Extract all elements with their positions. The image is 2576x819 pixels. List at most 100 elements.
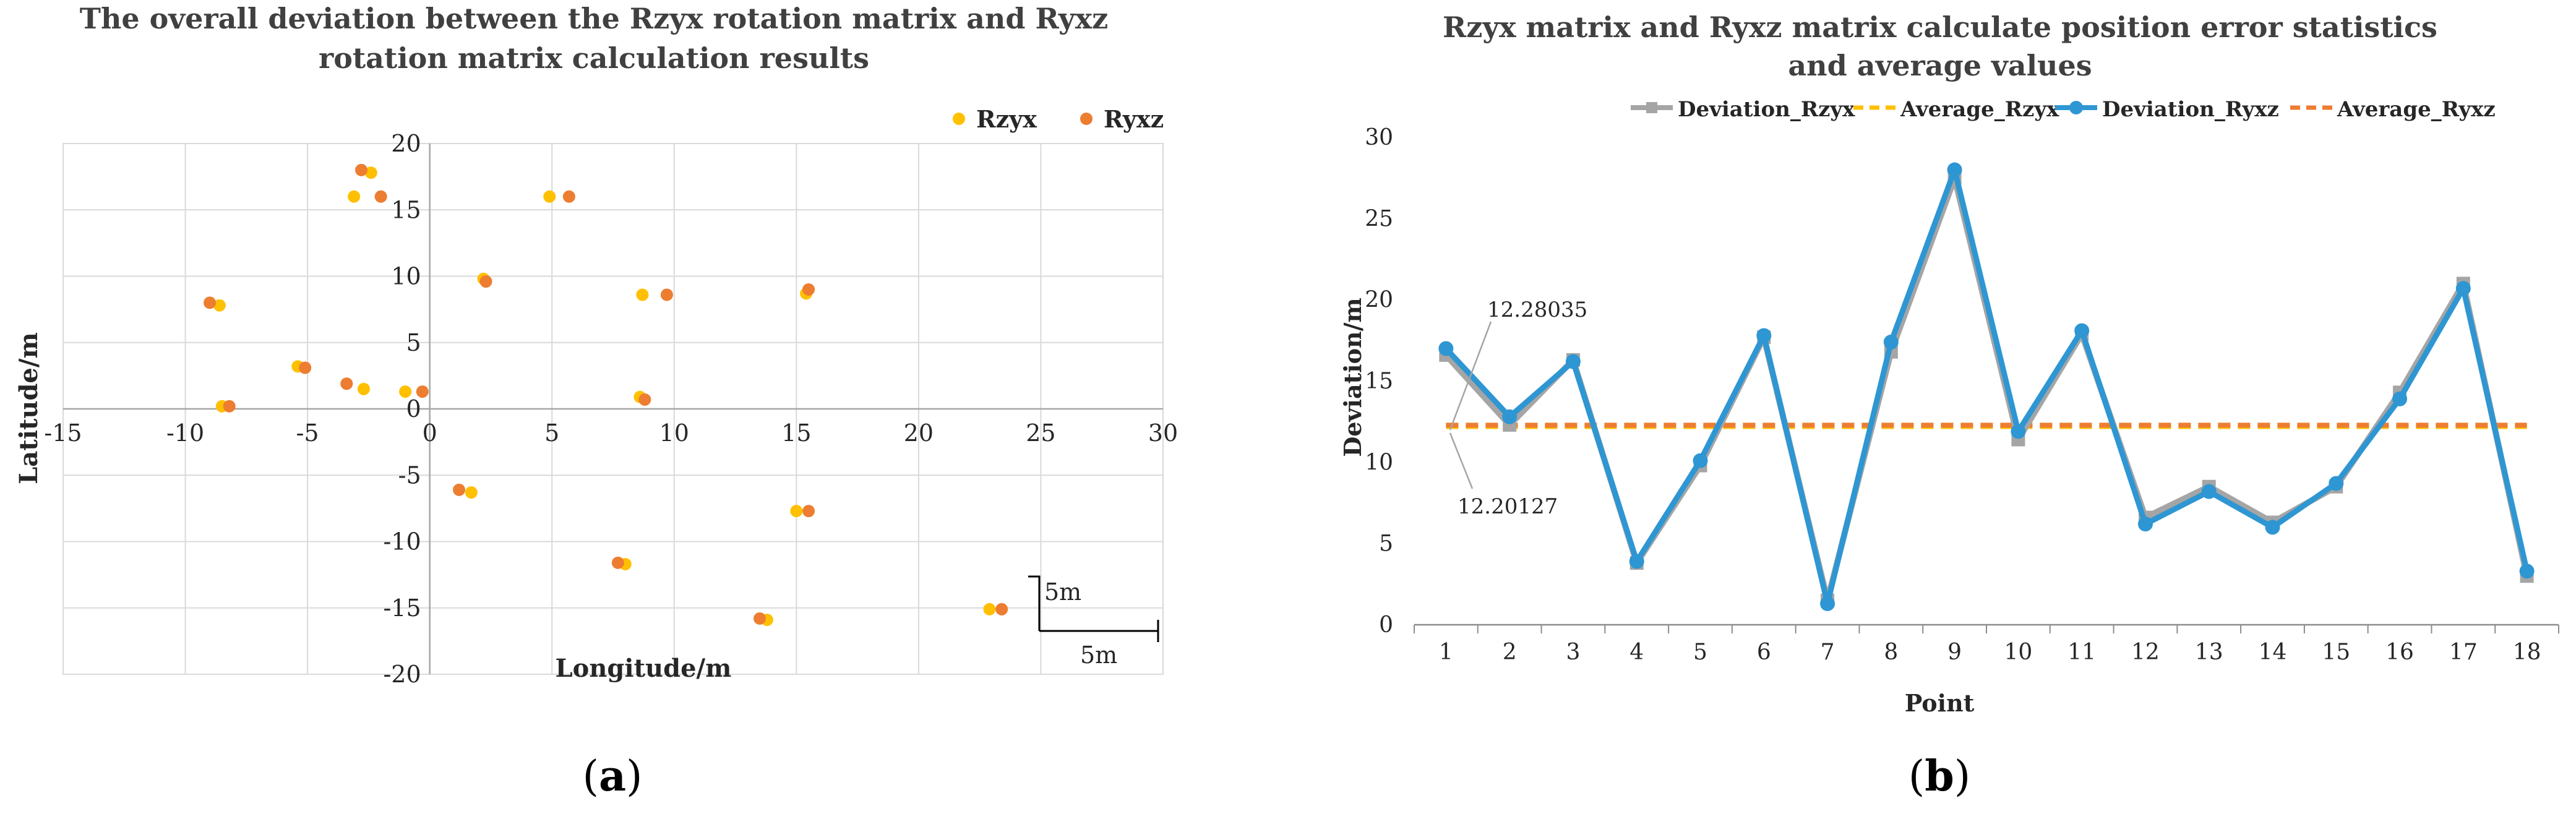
chart-b-axes [1414,624,2559,633]
scatter-point-ryxz [204,296,217,309]
legend-marker-rzyx [953,113,965,125]
scatter-point-rzyx [364,166,377,179]
point-marker-deviation-ryxz [2329,476,2344,491]
x-tick-label: 13 [2195,640,2223,665]
point-marker-deviation-ryxz [1947,162,1962,178]
y-tick-label: 5 [406,329,421,356]
x-tick-label: 2 [1503,640,1517,665]
scatter-point-rzyx [399,385,412,398]
y-tick-label: -5 [398,461,421,489]
y-tick-label: 0 [1379,612,1393,638]
scale-bar-horizontal [1039,620,1159,642]
scatter-point-ryxz [299,361,312,374]
x-tick-label: 11 [2067,640,2096,665]
chart-a-axes [63,144,1163,674]
annotation-leader-bottom [1449,432,1474,489]
legend-label-average-rzyx: Average_Rzyx [1900,97,2059,122]
point-marker-deviation-ryxz [1438,341,1454,356]
scatter-point-rzyx [983,602,996,615]
y-tick-label: 15 [1365,369,1393,394]
x-tick-label: 20 [904,419,934,447]
x-tick-label: 10 [2004,640,2032,665]
chart-a-points [204,163,1008,627]
point-marker-deviation-ryxz [2074,323,2090,338]
x-tick-label: 0 [423,419,437,447]
legend-label-rzyx: Rzyx [976,105,1037,133]
x-tick-label: 30 [1148,419,1178,447]
scatter-point-ryxz [479,275,492,288]
x-tick-label: -5 [296,419,319,447]
y-tick-label: 5 [1379,531,1393,557]
legend-label-deviation-ryxz: Deviation_Ryxz [2102,97,2279,122]
y-tick-label: -10 [383,528,421,555]
y-tick-label: 30 [1365,125,1393,150]
legend-marker-deviation-rzyx [1646,102,1657,113]
scatter-point-ryxz [753,612,766,625]
chart-b-title-line-1: Rzyx matrix and Ryxz matrix calculate po… [1443,11,2437,44]
chart-b-series [1438,162,2535,611]
x-tick-label: 15 [781,419,811,447]
annotation-average-ryxz: 12.28035 [1487,298,1587,322]
scatter-point-rzyx [357,382,370,395]
point-marker-deviation-ryxz [2455,281,2471,296]
scatter-point-ryxz [416,385,429,398]
x-tick-label: 12 [2131,640,2160,665]
scatter-point-ryxz [802,283,815,296]
scatter-point-ryxz [355,163,368,176]
annotation-average-rzyx: 12.20127 [1458,494,1558,519]
x-tick-label: 4 [1629,640,1644,665]
scatter-point-ryxz [802,505,815,518]
scatter-point-rzyx [790,505,803,518]
scale-bar-vertical [1028,575,1041,631]
y-tick-label: 15 [391,196,421,223]
panel-a-caption: (a) [582,752,642,801]
point-marker-deviation-ryxz [1820,596,1835,611]
point-marker-deviation-ryxz [2137,517,2153,532]
x-tick-label: 14 [2259,640,2287,665]
annotation-leader-top [1449,321,1492,431]
scatter-chart-panel: The overall deviation between the Rzyx r… [14,2,1178,801]
point-marker-deviation-ryxz [1565,354,1581,369]
chart-b-x-axis-label: Point [1905,689,1975,717]
x-tick-label: 5 [544,419,559,447]
point-marker-deviation-ryxz [2392,391,2408,406]
x-tick-label: 3 [1566,640,1580,665]
x-tick-label: 10 [659,419,689,447]
scatter-point-ryxz [611,556,624,569]
scale-bar-vertical-label: 5m [1044,578,1081,606]
x-tick-label: -10 [166,419,204,447]
x-tick-label: 18 [2513,640,2541,665]
scatter-point-rzyx [213,299,226,312]
y-tick-label: 10 [1365,450,1393,475]
scatter-point-rzyx [348,190,361,203]
scatter-point-ryxz [660,288,673,301]
x-tick-label: 8 [1884,640,1898,665]
legend-label-ryxz: Ryxz [1104,105,1164,133]
y-tick-label: -15 [383,594,421,622]
point-marker-deviation-ryxz [2201,484,2217,499]
point-marker-deviation-ryxz [2265,520,2280,535]
point-marker-deviation-ryxz [1756,328,1772,343]
x-tick-label: 25 [1026,419,1055,447]
x-tick-label: 5 [1693,640,1707,665]
point-marker-deviation-ryxz [2519,564,2535,579]
scatter-point-rzyx [465,486,478,499]
scatter-point-rzyx [543,190,556,203]
scatter-point-ryxz [374,190,387,203]
y-tick-label: 20 [1365,288,1393,313]
y-tick-label: -20 [383,661,421,688]
chart-a-title-line-1: The overall deviation between the Rzyx r… [80,2,1109,35]
x-tick-label: 17 [2449,640,2478,665]
point-marker-deviation-ryxz [2011,424,2026,439]
series-line-deviation-rzyx [1443,174,2530,604]
line-chart-panel: Rzyx matrix and Ryxz matrix calculate po… [1339,11,2559,801]
scatter-point-ryxz [638,393,651,406]
x-tick-label: 1 [1439,640,1453,665]
chart-a-scale-bar: 5m 5m [1028,575,1159,669]
scatter-point-ryxz [562,190,575,203]
legend-label-average-ryxz: Average_Ryxz [2337,97,2496,122]
x-tick-label: 16 [2385,640,2414,665]
y-tick-label: 20 [391,130,421,157]
